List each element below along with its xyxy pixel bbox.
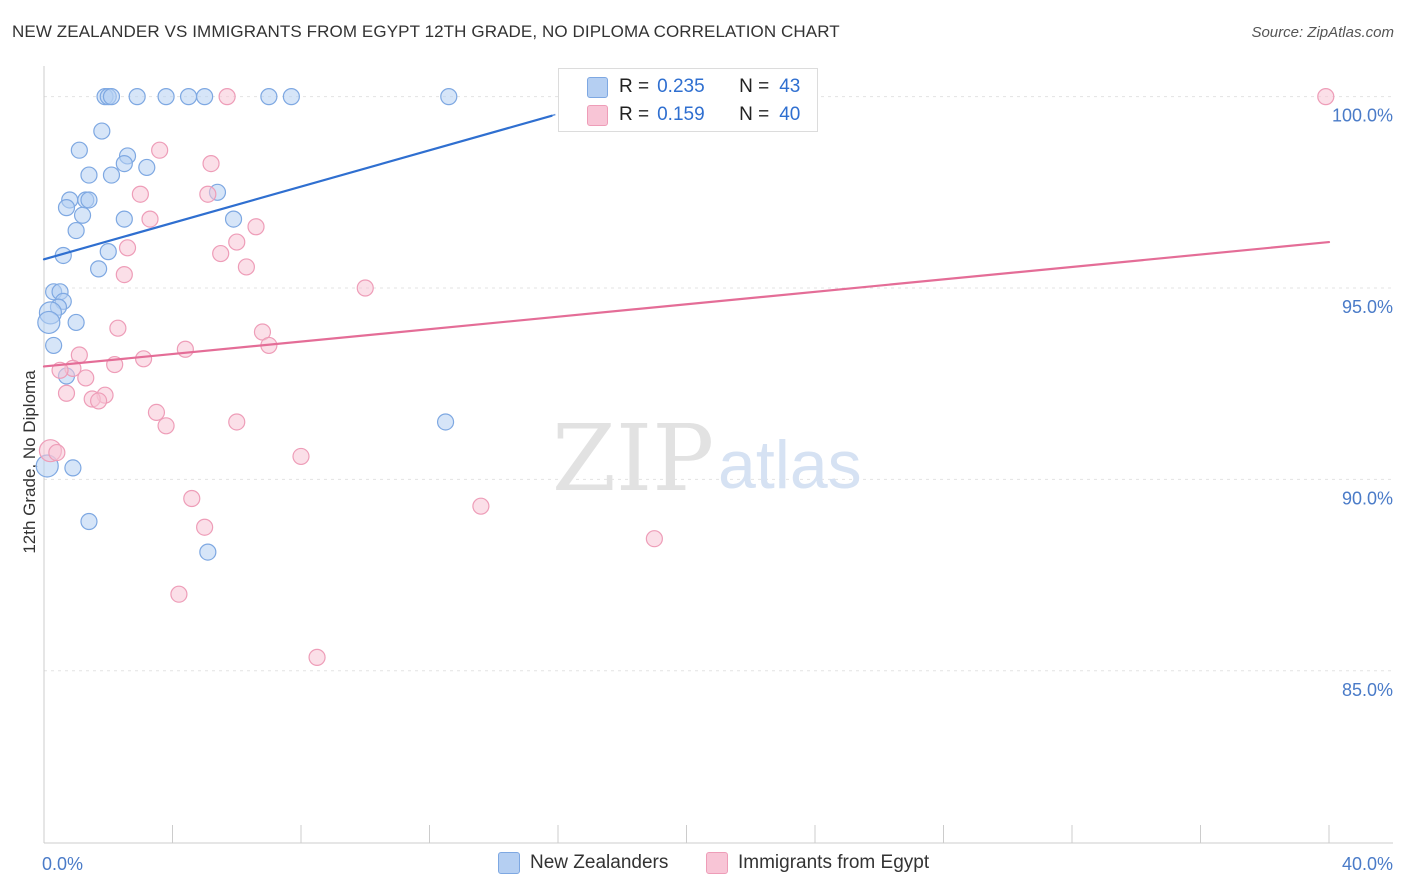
new-zealander-point bbox=[196, 88, 214, 106]
y-tick-label: 85.0% bbox=[1342, 680, 1393, 700]
egypt-point bbox=[141, 210, 159, 228]
x-tick-label: 40.0% bbox=[1342, 854, 1393, 874]
legend-n-value: 43 bbox=[779, 76, 801, 97]
legend-swatch-new-zealanders bbox=[587, 77, 608, 98]
egypt-point bbox=[199, 185, 217, 203]
new-zealander-point bbox=[80, 191, 98, 209]
new-zealander-point bbox=[102, 88, 121, 106]
egypt-point bbox=[1317, 88, 1335, 106]
correlation-legend: R = 0.235 N = 43 R = 0.159 N = 40 bbox=[558, 68, 818, 132]
egypt-point bbox=[228, 413, 246, 431]
legend-n-label: N = bbox=[739, 104, 770, 125]
series-legend: New Zealanders Immigrants from Egypt bbox=[0, 852, 1406, 878]
new-zealander-point bbox=[138, 158, 156, 177]
new-zealander-point bbox=[67, 313, 85, 332]
new-zealander-point bbox=[102, 166, 121, 184]
y-tick-label: 90.0% bbox=[1342, 488, 1393, 508]
new-zealander-point bbox=[282, 88, 300, 106]
new-zealander-point bbox=[57, 199, 76, 217]
new-zealander-point bbox=[45, 336, 63, 355]
egypt-point bbox=[151, 141, 169, 159]
egypt-point bbox=[228, 233, 246, 251]
legend-n-value: 40 bbox=[779, 104, 801, 125]
new-zealander-point bbox=[199, 543, 217, 561]
new-zealander-point bbox=[260, 88, 278, 106]
new-zealander-point bbox=[70, 141, 88, 159]
new-zealander-point bbox=[99, 243, 117, 261]
egypt-trend-line bbox=[42, 240, 1331, 368]
legend-r-label: R = bbox=[619, 76, 650, 97]
legend-r-value: 0.159 bbox=[657, 104, 705, 125]
legend-item-label: New Zealanders bbox=[530, 852, 669, 873]
x-tick-label: 0.0% bbox=[42, 854, 83, 874]
data-points bbox=[35, 88, 1335, 666]
egypt-point bbox=[202, 155, 220, 173]
watermark-atlas: atlas bbox=[718, 427, 862, 503]
new-zealander-point bbox=[128, 88, 146, 106]
egypt-point bbox=[176, 340, 194, 358]
egypt-point bbox=[57, 384, 76, 402]
egypt-point bbox=[147, 403, 166, 421]
egypt-point bbox=[212, 244, 230, 263]
new-zealander-point bbox=[80, 166, 98, 184]
watermark: ZIP atlas bbox=[552, 405, 862, 512]
source-label: Source: ZipAtlas.com bbox=[1251, 24, 1394, 41]
new-zealander-point bbox=[64, 459, 82, 477]
new-zealander-point bbox=[115, 210, 133, 228]
y-tick-label: 100.0% bbox=[1332, 106, 1393, 126]
legend-item-egypt[interactable]: Immigrants from Egypt bbox=[706, 852, 929, 874]
new-zealander-point bbox=[115, 155, 133, 173]
new-zealander-point bbox=[67, 221, 85, 240]
egypt-point bbox=[109, 319, 127, 337]
legend-row-new-zealanders: R = 0.235 N = 43 bbox=[619, 75, 800, 99]
legend-r-value: 0.235 bbox=[657, 76, 705, 97]
egypt-point bbox=[196, 518, 214, 536]
egypt-point bbox=[356, 279, 374, 297]
legend-swatch-icon bbox=[706, 852, 728, 874]
egypt-point bbox=[237, 258, 255, 276]
new-zealander-point bbox=[157, 88, 175, 106]
new-zealander-point bbox=[224, 210, 243, 228]
new-zealander-point bbox=[80, 512, 98, 531]
egypt-point bbox=[77, 369, 95, 387]
new-zealander-point bbox=[436, 413, 455, 431]
new-zealander-point bbox=[90, 260, 108, 278]
new-zealander-point bbox=[93, 122, 111, 140]
egypt-point bbox=[115, 266, 133, 284]
egypt-point bbox=[118, 239, 137, 257]
egypt-point bbox=[170, 585, 188, 603]
legend-item-label: Immigrants from Egypt bbox=[738, 852, 930, 873]
egypt-point bbox=[218, 88, 236, 106]
egypt-point bbox=[134, 350, 153, 368]
legend-n-label: N = bbox=[739, 76, 770, 97]
watermark-zip: ZIP bbox=[552, 405, 714, 512]
gridlines bbox=[44, 96, 1393, 672]
egypt-point bbox=[472, 497, 490, 515]
egypt-point bbox=[645, 530, 663, 548]
chart-title: NEW ZEALANDER VS IMMIGRANTS FROM EGYPT 1… bbox=[12, 22, 840, 41]
egypt-point bbox=[48, 443, 66, 462]
new-zealander-point bbox=[73, 206, 92, 224]
new-zealander-point bbox=[179, 88, 198, 106]
tick-labels: 100.0% 95.0% 90.0% 85.0% 0.0% 40.0% bbox=[42, 106, 1393, 874]
legend-item-new-zealanders[interactable]: New Zealanders bbox=[498, 852, 668, 874]
egypt-point bbox=[157, 417, 175, 435]
egypt-point bbox=[308, 648, 326, 666]
legend-swatch-icon bbox=[498, 852, 520, 874]
new-zealander-point bbox=[440, 88, 458, 106]
y-tick-label: 95.0% bbox=[1342, 297, 1393, 317]
new-zealander-point bbox=[37, 310, 61, 335]
egypt-point bbox=[131, 185, 149, 203]
legend-row-egypt: R = 0.159 N = 40 bbox=[619, 103, 800, 127]
legend-swatch-egypt bbox=[587, 105, 608, 126]
new-zealander-trend-line bbox=[42, 114, 553, 261]
egypt-point bbox=[90, 392, 108, 410]
egypt-point bbox=[183, 489, 201, 508]
legend-r-label: R = bbox=[619, 104, 650, 125]
egypt-point bbox=[247, 218, 265, 236]
egypt-point bbox=[292, 447, 310, 466]
